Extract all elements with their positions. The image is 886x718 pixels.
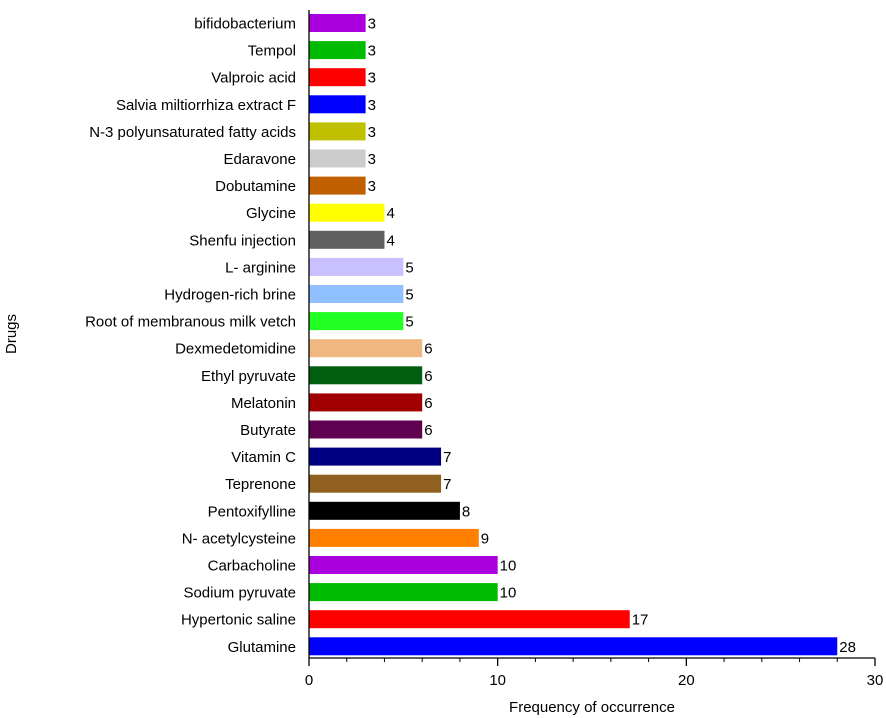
value-label-13: 6 [424, 368, 432, 385]
x-axis-title: Frequency of occurrence [509, 699, 675, 716]
bar-16 [309, 447, 442, 466]
value-label-6: 3 [368, 178, 376, 195]
bar-2 [309, 68, 366, 87]
category-label-13: Ethyl pyruvate [201, 368, 296, 385]
bar-11 [309, 312, 404, 331]
value-label-2: 3 [368, 70, 376, 87]
x-tick-label-1: 10 [489, 672, 506, 689]
bar-18 [309, 501, 460, 520]
bar-9 [309, 257, 404, 276]
value-label-19: 9 [481, 530, 489, 547]
bar-17 [309, 474, 442, 493]
category-label-14: Melatonin [231, 395, 296, 412]
category-label-6: Dobutamine [215, 178, 296, 195]
category-label-15: Butyrate [240, 422, 296, 439]
bar-7 [309, 203, 385, 222]
y-axis-title: Drugs [3, 314, 20, 354]
category-label-16: Vitamin C [231, 449, 296, 466]
category-label-21: Sodium pyruvate [183, 585, 296, 602]
value-label-4: 3 [368, 124, 376, 141]
bar-20 [309, 556, 498, 574]
category-label-12: Dexmedetomidine [175, 341, 296, 358]
x-tick-label-3: 30 [867, 672, 884, 689]
value-label-17: 7 [443, 476, 451, 493]
value-label-15: 6 [424, 422, 432, 439]
bar-22 [309, 610, 630, 629]
value-label-8: 4 [386, 232, 394, 249]
category-label-11: Root of membranous milk vetch [85, 314, 296, 331]
bar-1 [309, 41, 366, 60]
category-label-0: bifidobacterium [194, 16, 296, 33]
bars-group [309, 14, 838, 656]
category-labels-group: bifidobacterium Tempol Valproic acid Salvia… [85, 16, 296, 656]
bar-12 [309, 339, 423, 358]
value-label-5: 3 [368, 151, 376, 168]
category-label-8: Shenfu injection [189, 232, 296, 249]
value-label-0: 3 [368, 16, 376, 33]
bar-10 [309, 285, 404, 303]
category-label-3: Salvia miltiorrhiza extract F [116, 97, 296, 114]
x-ticks-group: 0 10 20 30 [305, 658, 884, 689]
category-label-20: Carbacholine [208, 558, 296, 575]
value-label-16: 7 [443, 449, 451, 466]
category-label-7: Glycine [246, 205, 296, 222]
category-label-5: Edaravone [223, 151, 296, 168]
category-label-19: N- acetylcysteine [182, 530, 296, 547]
value-label-1: 3 [368, 43, 376, 60]
value-label-9: 5 [405, 259, 413, 276]
value-label-18: 8 [462, 503, 470, 520]
category-label-9: L- arginine [225, 259, 296, 276]
category-label-23: Glutamine [228, 639, 296, 656]
bar-6 [309, 176, 366, 195]
value-label-14: 6 [424, 395, 432, 412]
bar-0 [309, 14, 366, 32]
bar-5 [309, 149, 366, 168]
bar-21 [309, 583, 498, 602]
bar-4 [309, 122, 366, 141]
x-tick-label-0: 0 [305, 672, 313, 689]
category-label-4: N-3 polyunsaturated fatty acids [89, 124, 296, 141]
value-label-23: 28 [839, 639, 856, 656]
category-label-2: Valproic acid [211, 70, 296, 87]
value-label-20: 10 [500, 558, 517, 575]
bar-19 [309, 528, 479, 547]
value-label-21: 10 [500, 585, 517, 602]
value-label-12: 6 [424, 341, 432, 358]
value-label-10: 5 [405, 287, 413, 304]
x-tick-label-2: 20 [678, 672, 695, 689]
value-label-22: 17 [632, 612, 649, 629]
bar-15 [309, 420, 423, 439]
category-label-18: Pentoxifylline [208, 503, 296, 520]
bar-13 [309, 366, 423, 385]
bar-14 [309, 393, 423, 412]
category-label-1: Tempol [248, 43, 296, 60]
value-label-11: 5 [405, 314, 413, 331]
bar-8 [309, 230, 385, 249]
bar-23 [309, 637, 838, 656]
value-label-7: 4 [386, 205, 394, 222]
value-label-3: 3 [368, 97, 376, 114]
category-label-10: Hydrogen-rich brine [164, 287, 296, 304]
category-label-17: Teprenone [225, 476, 296, 493]
bar-3 [309, 95, 366, 114]
category-label-22: Hypertonic saline [181, 612, 296, 629]
